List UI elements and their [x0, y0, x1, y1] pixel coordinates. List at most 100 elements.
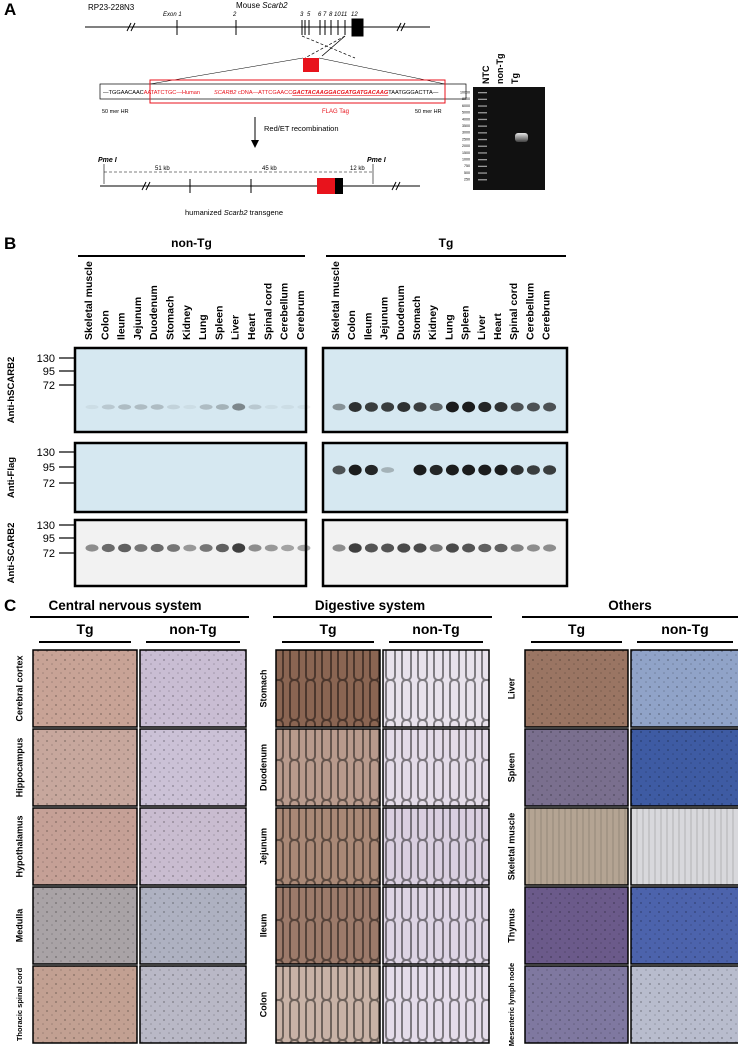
break-mark	[391, 181, 397, 191]
tissue-label: Liver	[230, 315, 242, 340]
blot-band	[281, 404, 295, 410]
blot-image	[321, 346, 569, 434]
break-mark	[400, 22, 406, 32]
break-mark	[126, 22, 132, 32]
segment-label: 51 kb	[155, 166, 170, 172]
blot-band	[445, 543, 459, 553]
blot-band	[264, 544, 278, 552]
pme-label: Pme I	[367, 157, 387, 164]
blot-band	[199, 404, 213, 410]
blot-band	[445, 464, 459, 476]
segment-label: 45 kb	[262, 166, 277, 172]
blot-band	[167, 404, 180, 410]
ladder-band	[478, 132, 487, 134]
image-border	[524, 886, 629, 965]
image-border	[630, 965, 738, 1044]
blot-band	[494, 402, 508, 412]
blot-band	[478, 401, 492, 413]
blot-band	[134, 404, 148, 410]
pointer	[321, 35, 346, 57]
blot-band	[215, 404, 229, 410]
blot-band	[348, 464, 362, 476]
flag-tag: FLAG Tag	[322, 109, 349, 115]
blot-band	[297, 404, 311, 410]
ladder-band	[478, 105, 487, 107]
tissue-label: Ileum	[362, 313, 374, 340]
image-border	[275, 728, 381, 807]
dashed-line	[301, 35, 356, 59]
hr-label: 50 mer HR	[415, 109, 442, 115]
histology-texture	[276, 808, 380, 885]
lane-label: Tg	[510, 73, 520, 84]
blot-band	[297, 544, 311, 552]
blot-band	[510, 465, 524, 475]
image-border	[32, 886, 138, 965]
histology-texture	[276, 887, 380, 964]
hr-label: 50 mer HR	[102, 109, 129, 115]
ladder-label: 250	[464, 178, 470, 182]
image-border	[32, 807, 138, 886]
tissue-label: Liver	[476, 315, 488, 340]
blot-band	[215, 543, 229, 553]
blot-band	[134, 544, 148, 552]
marker-label: 95	[43, 366, 55, 378]
genomic-locus	[85, 18, 430, 37]
blot-band	[526, 544, 540, 552]
column-label: Tg	[76, 621, 93, 637]
blot-band	[526, 465, 540, 475]
row-label: Duodenum	[258, 744, 268, 791]
blot-band	[85, 404, 99, 410]
histology-texture	[33, 966, 137, 1043]
blot-band	[429, 464, 443, 476]
blot-band	[348, 543, 362, 553]
blot-image	[73, 518, 308, 588]
row-label: Cerebral cortex	[14, 655, 24, 721]
image-border	[524, 807, 629, 886]
tissue-label: Skeletal muscle	[83, 261, 95, 340]
row-label: Hypothalamus	[14, 815, 24, 877]
image-border	[630, 728, 738, 807]
ladder-label: 4000	[462, 117, 470, 121]
ladder-band	[478, 172, 487, 174]
blot-band	[397, 543, 411, 553]
ladder-label: 1000	[462, 158, 470, 162]
tissue-label: Jejunum	[132, 297, 144, 340]
column-label: Tg	[319, 621, 336, 637]
insertion-lines	[301, 35, 356, 59]
histology-texture	[525, 650, 628, 727]
blot-band	[413, 464, 427, 476]
image-border	[524, 965, 629, 1044]
ladder-label: 3500	[462, 124, 470, 128]
image-border	[382, 649, 490, 728]
histology-texture	[383, 966, 489, 1043]
blot-band	[101, 404, 115, 410]
histology-texture	[33, 729, 137, 806]
ladder-label: 750	[464, 164, 470, 168]
bac-label: RP23-228N3	[88, 3, 135, 12]
histology-texture	[140, 966, 246, 1043]
histology-texture	[525, 808, 628, 885]
image-border	[524, 649, 629, 728]
image-border	[275, 886, 381, 965]
group-label: Tg	[439, 236, 454, 250]
insert-box	[317, 178, 335, 194]
exon-labels: Exon 1 2 3 5 6 7 8 10 11 12	[163, 12, 358, 18]
caption: Scarb2	[224, 208, 249, 217]
column-label: Tg	[568, 621, 585, 637]
marker-label: 95	[43, 462, 55, 474]
blot-band	[494, 543, 508, 553]
image-border	[382, 807, 490, 886]
histology-texture	[383, 729, 489, 806]
ladder-band	[478, 145, 487, 147]
blot-band	[462, 543, 476, 553]
histology-texture	[276, 650, 380, 727]
tissue-label: Spleen	[460, 306, 472, 340]
ladder-band	[478, 165, 487, 167]
histology-texture	[140, 650, 246, 727]
panel-label: B	[4, 234, 16, 253]
image-border	[630, 886, 738, 965]
histology-texture	[631, 966, 738, 1043]
image-border	[275, 649, 381, 728]
blot-band	[429, 402, 443, 412]
